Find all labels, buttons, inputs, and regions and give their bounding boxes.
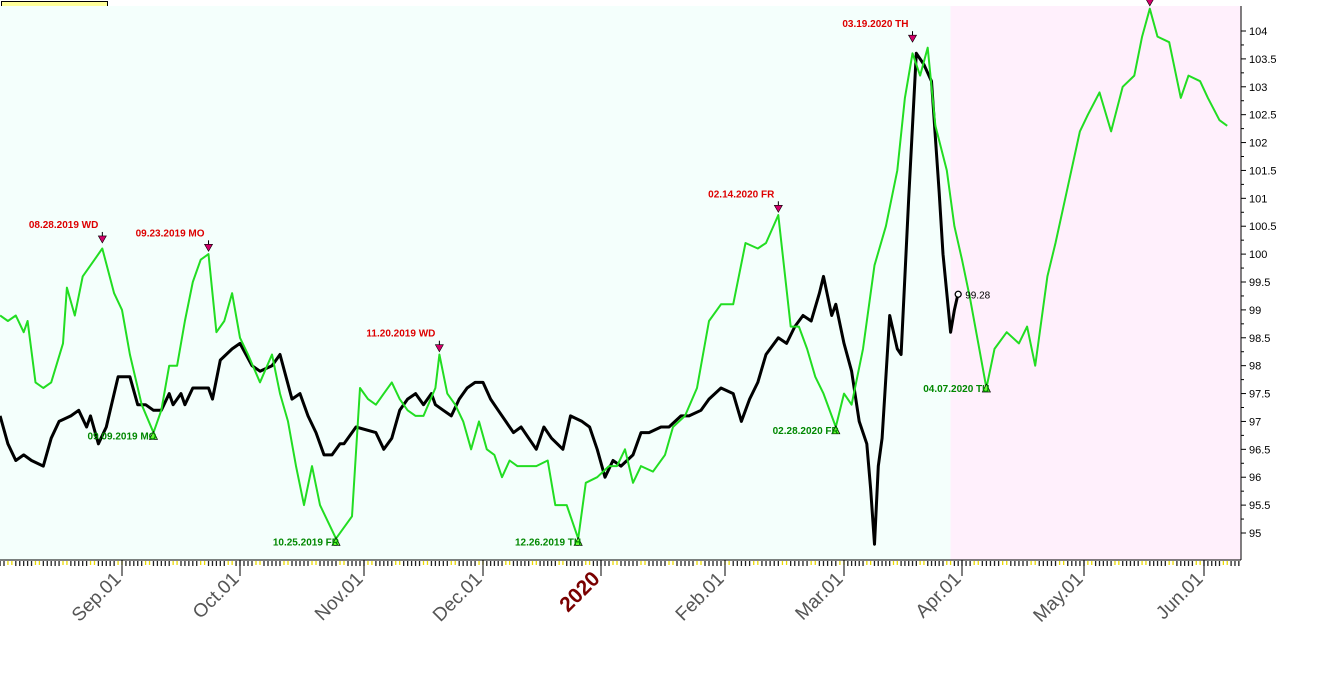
x-tick-label: Dec.01 bbox=[429, 569, 486, 626]
y-tick-label: 101 bbox=[1249, 193, 1267, 205]
x-tick-label: Oct.01 bbox=[189, 569, 243, 623]
low-marker-triangle bbox=[148, 430, 159, 440]
high-label: 11.20.2019 WD bbox=[366, 329, 435, 340]
y-tick-label: 104 bbox=[1249, 26, 1267, 38]
y-tick-label: 101.5 bbox=[1249, 165, 1277, 177]
background-region-0 bbox=[0, 6, 951, 560]
high-marker-arrow bbox=[434, 344, 444, 353]
high-label: 08.28.2019 WD bbox=[29, 220, 99, 231]
y-tick-label: 95.5 bbox=[1249, 500, 1270, 512]
y-tick-label: 98 bbox=[1249, 361, 1261, 373]
low-marker-triangle bbox=[831, 425, 841, 435]
low-marker-triangle bbox=[981, 383, 991, 393]
y-tick-label: 99.5 bbox=[1249, 277, 1270, 289]
low-label: 10.25.2019 FR bbox=[273, 537, 340, 548]
last-value-label: 99.28 bbox=[965, 290, 990, 301]
series-line-1 bbox=[0, 7, 1228, 540]
high-marker-arrow bbox=[907, 34, 918, 43]
y-tick-label: 97 bbox=[1249, 416, 1261, 428]
low-label: 02.28.2020 FR bbox=[773, 426, 840, 437]
high-marker-arrow bbox=[204, 244, 214, 252]
y-tick-label: 103.5 bbox=[1249, 54, 1277, 66]
low-marker-triangle bbox=[331, 536, 341, 546]
x-tick-label: 2020 bbox=[555, 567, 604, 616]
low-label: 12.26.2019 TH bbox=[515, 537, 581, 548]
y-tick-label: 100 bbox=[1249, 249, 1267, 261]
y-tick-label: 102 bbox=[1249, 138, 1267, 150]
x-tick-label: May.01 bbox=[1030, 569, 1088, 627]
x-tick-label: Nov.01 bbox=[311, 569, 367, 625]
low-marker-triangle bbox=[573, 536, 583, 546]
y-tick-label: 103 bbox=[1249, 82, 1267, 94]
high-label: 09.23.2019 MO bbox=[136, 228, 205, 239]
high-marker-arrow bbox=[97, 235, 107, 244]
high-marker-arrow bbox=[1146, 0, 1154, 7]
y-tick-label: 102.5 bbox=[1249, 110, 1277, 122]
y-tick-label: 95 bbox=[1249, 528, 1261, 540]
y-tick-label: 100.5 bbox=[1249, 221, 1277, 233]
background-region-1 bbox=[950, 6, 1241, 560]
low-label: 09.09.2019 MO bbox=[88, 431, 157, 442]
y-tick-label: 98.5 bbox=[1249, 333, 1270, 345]
x-tick-label: Feb.01 bbox=[672, 569, 729, 626]
series-line-0 bbox=[0, 51, 960, 546]
x-tick-label: Apr.01 bbox=[912, 569, 966, 623]
high-label: 03.19.2020 TH bbox=[842, 19, 908, 30]
x-tick-label: Mar.01 bbox=[792, 569, 848, 625]
y-tick-label: 96.5 bbox=[1249, 444, 1270, 456]
y-tick-label: 99 bbox=[1249, 305, 1261, 317]
x-tick-label: Sep.01 bbox=[68, 569, 125, 626]
low-label: 04.07.2020 TU bbox=[923, 384, 989, 395]
last-value-marker bbox=[954, 290, 962, 298]
y-tick-label: 96 bbox=[1249, 472, 1261, 484]
x-tick-label: Jun.01 bbox=[1152, 569, 1207, 624]
y-tick-label: 97.5 bbox=[1249, 389, 1270, 401]
high-label: 02.14.2020 FR bbox=[708, 189, 775, 200]
high-marker-arrow bbox=[773, 204, 783, 213]
